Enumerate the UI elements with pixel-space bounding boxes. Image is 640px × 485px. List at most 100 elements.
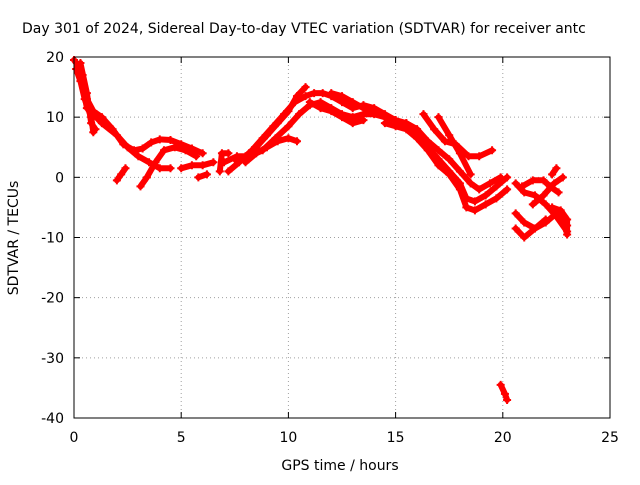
data-series-track-19: [434, 113, 475, 179]
data-point-marker: [155, 164, 164, 173]
data-point-marker: [503, 185, 512, 194]
series-track-line: [435, 114, 474, 178]
y-tick-label: 0: [55, 170, 64, 186]
x-tick-label: 20: [494, 430, 512, 446]
data-point-marker: [305, 98, 314, 107]
data-point-marker: [511, 209, 520, 218]
y-tick-label: -20: [41, 291, 64, 307]
data-point-marker: [492, 182, 501, 191]
data-point-marker: [310, 89, 319, 98]
series-track-line: [71, 57, 206, 157]
data-series-track-14: [305, 98, 368, 128]
data-point-marker: [511, 179, 520, 188]
data-point-marker: [338, 92, 346, 101]
data-point-marker: [423, 146, 432, 155]
data-point-marker: [402, 119, 411, 128]
data-point-marker: [224, 167, 233, 176]
data-point-marker: [541, 200, 550, 209]
data-point-marker: [445, 131, 454, 140]
series-track-line: [77, 60, 99, 133]
data-point-marker: [530, 191, 539, 200]
x-tick-label: 10: [279, 430, 297, 446]
data-point-marker: [528, 200, 537, 209]
data-point-marker: [82, 89, 91, 98]
data-point-marker: [370, 107, 379, 116]
data-point-marker: [481, 191, 490, 200]
series-track-line: [231, 84, 309, 163]
data-point-marker: [518, 182, 527, 191]
data-point-marker: [166, 164, 175, 173]
y-tick-label: 20: [46, 50, 64, 66]
data-point-marker: [413, 134, 422, 143]
data-point-marker: [273, 119, 282, 128]
data-point-marker: [292, 137, 301, 146]
data-point-marker: [554, 188, 563, 197]
data-point-marker: [198, 161, 207, 170]
data-series-track-9: [215, 149, 233, 176]
series-track-line: [549, 204, 571, 238]
data-layer: [70, 56, 572, 404]
y-tick-label: -10: [41, 231, 64, 247]
data-series-track-4: [76, 59, 100, 134]
data-point-marker: [181, 146, 190, 155]
data-series-track-17: [402, 119, 505, 194]
data-point-marker: [419, 110, 428, 119]
data-point-marker: [475, 185, 484, 194]
data-series-track-26: [548, 203, 572, 239]
data-point-marker: [455, 185, 464, 194]
x-tick-label: 5: [177, 430, 186, 446]
y-tick-label: 10: [46, 110, 64, 126]
series-track-line: [178, 159, 217, 172]
data-series-track-27: [548, 164, 561, 179]
data-point-marker: [327, 89, 336, 98]
data-point-marker: [548, 170, 557, 179]
data-point-marker: [500, 389, 509, 398]
data-point-marker: [318, 89, 327, 98]
data-point-marker: [485, 179, 494, 188]
data-point-marker: [492, 194, 501, 203]
data-point-marker: [121, 164, 130, 173]
y-tick-label: -40: [41, 411, 64, 427]
data-point-marker: [284, 134, 293, 143]
data-point-marker: [112, 176, 121, 185]
tick-layer: 0 5 10 15 20 25 -40 -30 -20 -10 0 10 20: [41, 50, 619, 446]
data-point-marker: [151, 158, 160, 167]
data-point-marker: [466, 179, 475, 188]
data-point-marker: [434, 161, 443, 170]
data-point-marker: [359, 104, 368, 113]
y-tick-label: -30: [41, 351, 64, 367]
data-point-marker: [87, 119, 96, 128]
data-point-marker: [301, 83, 310, 92]
data-series-track-6: [136, 143, 201, 191]
data-point-marker: [391, 122, 400, 131]
data-point-marker: [481, 200, 490, 209]
data-point-marker: [241, 158, 250, 167]
data-point-marker: [541, 215, 550, 224]
data-point-marker: [252, 149, 261, 158]
data-point-marker: [209, 158, 218, 167]
series-track-line: [529, 174, 566, 208]
data-point-marker: [97, 119, 106, 128]
data-series-track-13: [241, 134, 301, 167]
data-point-marker: [138, 144, 147, 153]
data-point-marker: [192, 152, 201, 161]
data-point-marker: [539, 191, 548, 200]
data-series-track-23: [511, 215, 550, 242]
data-point-marker: [117, 170, 126, 179]
data-point-marker: [262, 143, 271, 152]
data-series-track-12: [230, 83, 310, 164]
data-point-marker: [520, 233, 529, 242]
data-series-track-16: [380, 119, 512, 215]
data-point-marker: [475, 152, 484, 161]
data-point-marker: [563, 230, 572, 239]
data-point-marker: [284, 107, 293, 116]
data-point-marker: [539, 176, 548, 185]
data-point-marker: [76, 59, 85, 68]
data-point-marker: [440, 137, 449, 146]
data-point-marker: [112, 131, 121, 140]
data-point-marker: [511, 224, 520, 233]
data-point-marker: [155, 135, 164, 144]
data-point-marker: [455, 149, 464, 158]
